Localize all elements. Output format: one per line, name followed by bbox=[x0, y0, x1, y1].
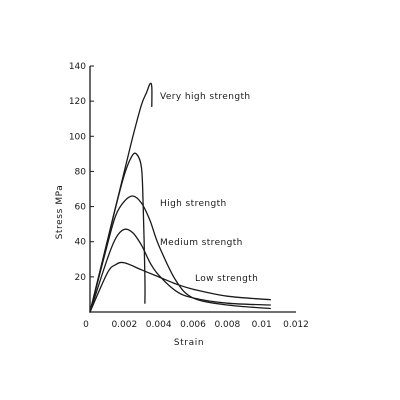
series-line-3 bbox=[89, 228, 271, 313]
y-tick-label: 100 bbox=[69, 132, 86, 142]
y-axis-title: Stress MPa bbox=[55, 185, 65, 240]
y-tick-label: 60 bbox=[75, 203, 87, 213]
series-label: High strength bbox=[160, 199, 227, 209]
series-label: Very high strength bbox=[160, 92, 250, 102]
y-tick-label: 80 bbox=[75, 167, 87, 177]
x-axis-title: Strain bbox=[174, 338, 204, 348]
chart-axes bbox=[89, 65, 296, 313]
x-tick-label: 0.002 bbox=[111, 320, 137, 330]
series-line-4 bbox=[89, 261, 271, 313]
series-label: Low strength bbox=[195, 274, 258, 284]
x-tick-label: 0.008 bbox=[214, 320, 240, 330]
series-labels: Very high strength High strength Medium st… bbox=[160, 92, 258, 284]
x-tick-label: 0.01 bbox=[252, 320, 272, 330]
y-tick-label: 40 bbox=[75, 238, 87, 248]
tick-labels: 20 40 60 80 100 120 140 0 0.002 0.004 0.006 0.008 0.… bbox=[69, 62, 309, 330]
series-line-1 bbox=[89, 152, 146, 313]
series-label: Medium strength bbox=[160, 238, 243, 248]
y-tick-label: 140 bbox=[69, 62, 86, 72]
x-tick-label: 0 bbox=[83, 320, 89, 330]
y-tick-label: 120 bbox=[69, 97, 86, 107]
series-lines bbox=[89, 82, 271, 313]
x-tick-label: 0.006 bbox=[180, 320, 206, 330]
x-tick-label: 0.012 bbox=[283, 320, 309, 330]
x-tick-label: 0.004 bbox=[146, 320, 172, 330]
y-tick-label: 20 bbox=[75, 273, 87, 283]
